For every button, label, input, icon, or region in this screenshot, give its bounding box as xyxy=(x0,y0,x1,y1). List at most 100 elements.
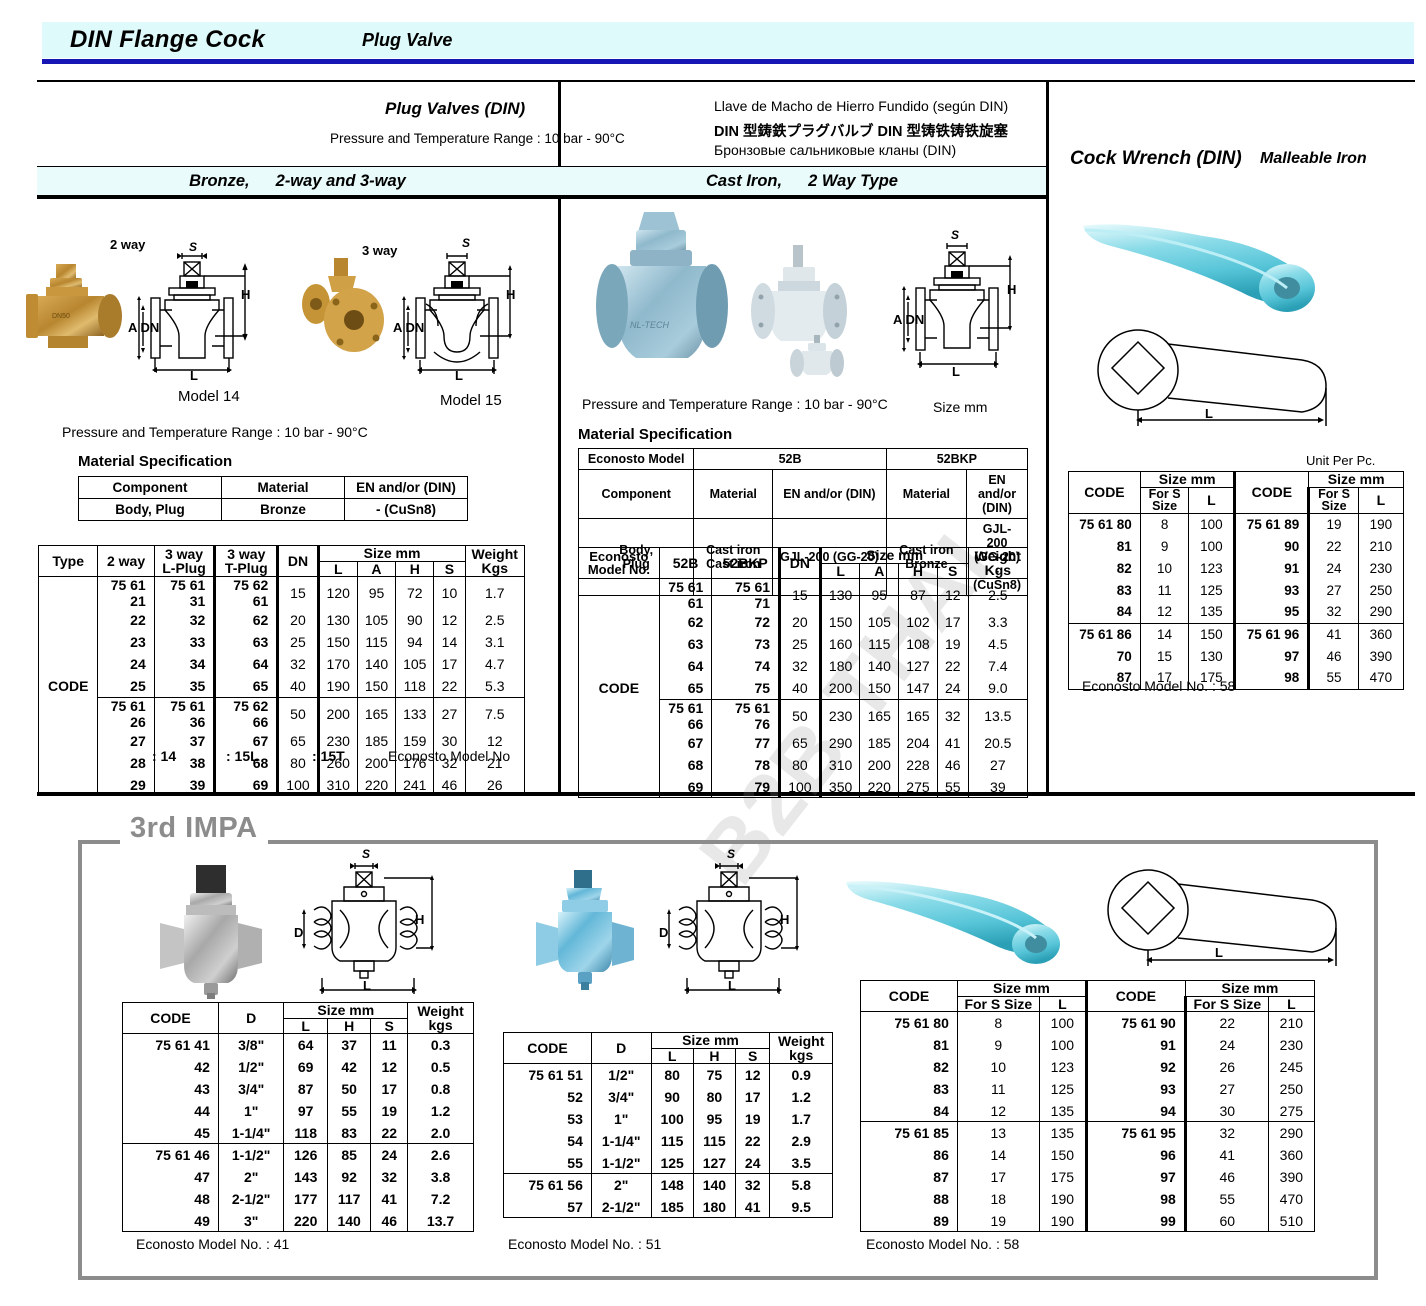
h-size-mm: Size mm xyxy=(818,547,969,564)
h-type: Type xyxy=(37,544,99,578)
cell-code: 75 61 56 xyxy=(503,1173,592,1196)
cell-W: 0.3 xyxy=(407,1033,474,1056)
cell-for-s: 32 xyxy=(1307,601,1359,624)
cell-H: 127 xyxy=(692,1151,737,1175)
impa-dim-l-1: L xyxy=(363,978,371,993)
cell-code: 97 xyxy=(1084,1165,1186,1188)
cell-dn: 100 xyxy=(778,775,821,799)
cock-wrench-photo xyxy=(1075,200,1375,320)
table-row: 28 38 68 80 260 200 176 32 21 xyxy=(39,751,526,774)
table-header-row: L A H S xyxy=(579,562,1028,580)
cell-S: 11 xyxy=(370,1033,409,1056)
h-weight: Weight Kgs xyxy=(967,546,1029,580)
table-row: 75 61 86 14 150 75 61 96 41 360 xyxy=(1068,622,1405,646)
cell-for-s: 14 xyxy=(956,1143,1040,1166)
right-heading: Cock Wrench (DIN) xyxy=(1070,148,1242,169)
left-pressure-line-2: Pressure and Temperature Range : 10 bar … xyxy=(62,424,368,440)
cell-D: 3" xyxy=(217,1209,285,1233)
cell-code: 75 61 89 xyxy=(1233,512,1310,536)
cell-code: 93 xyxy=(1084,1077,1186,1100)
cell-S: 17 xyxy=(433,653,466,676)
cell-S: 12 xyxy=(370,1055,409,1078)
cell-3wayT: 75 62 61 xyxy=(213,576,279,610)
cell-H: 133 xyxy=(395,696,435,730)
cell-S: 12 xyxy=(735,1063,771,1086)
h-code: CODE xyxy=(503,1031,592,1065)
cell-W: 4.7 xyxy=(464,653,526,676)
cell-W: 1.2 xyxy=(407,1099,474,1122)
h-code-left: CODE xyxy=(860,979,958,1013)
cell-for-s: 19 xyxy=(956,1209,1040,1233)
cell-L: 90 xyxy=(650,1085,694,1108)
cell-S: 46 xyxy=(936,753,969,776)
cell-for-s: 9 xyxy=(1139,535,1190,558)
cell-for-s: 15 xyxy=(1139,645,1190,668)
cell-code: 91 xyxy=(1084,1033,1186,1056)
bronze-3way-drawing xyxy=(390,248,530,383)
cell-dn: 40 xyxy=(276,675,319,698)
bronze-band: Bronze, 2-way and 3-way xyxy=(37,166,558,199)
left-material-spec-label: Material Specification xyxy=(78,453,233,470)
table-row: 22 32 62 20 130 105 90 12 2.5 xyxy=(39,609,526,632)
cell-dn: 80 xyxy=(778,753,821,776)
cell-code: 95 xyxy=(1233,601,1310,624)
cell-for-s: 55 xyxy=(1183,1187,1269,1210)
table-row: 75 61 85 13 135 75 61 95 32 290 xyxy=(860,1121,1316,1144)
cell-L: 250 xyxy=(1357,579,1405,602)
cell-L: 100 xyxy=(1038,1011,1087,1034)
cell-S: 41 xyxy=(735,1195,771,1219)
h-dn: DN xyxy=(778,546,821,580)
table-row: 49 3" 220 140 46 13.7 xyxy=(122,1209,474,1233)
cell-L: 100 xyxy=(650,1107,694,1130)
cell-for-s: 8 xyxy=(1139,512,1190,536)
cell-3wayL: 32 xyxy=(153,609,216,632)
impa-dim-h-1: H xyxy=(415,912,425,927)
model-no-15T: : 15T xyxy=(312,748,345,764)
h-A: A xyxy=(859,562,900,580)
dim-s-left-3way: S xyxy=(462,236,471,250)
table-row: 54 1-1/4" 115 115 22 2.9 xyxy=(503,1129,833,1152)
cell-code: 44 xyxy=(122,1099,219,1122)
cell-W: 2.6 xyxy=(407,1143,474,1166)
cell-code: 75 61 96 xyxy=(1233,622,1310,646)
cast-iron-valve-photo-medium xyxy=(745,245,855,365)
cell-L: 100 xyxy=(1038,1033,1087,1056)
cell-code: 49 xyxy=(122,1209,219,1233)
cell-S: 46 xyxy=(433,773,466,797)
cell-3wayT: 65 xyxy=(213,675,279,698)
table-row: 75 61 41 3/8" 64 37 11 0.3 xyxy=(122,1033,474,1056)
table-row: 52 3/4" 90 80 17 1.2 xyxy=(503,1085,833,1108)
h-weight: Weight Kgs xyxy=(464,544,526,578)
cell-for-s: 30 xyxy=(1183,1099,1269,1123)
intl-line-2: DIN 型鋳鉄プラグバルブ DIN 型铸铁铸铁旋塞 xyxy=(714,124,1009,140)
cell-3wayL: 75 61 31 xyxy=(153,576,216,610)
cell-L: 220 xyxy=(283,1209,328,1233)
table-row: 84 12 135 95 32 290 xyxy=(1068,601,1405,624)
cell-L: 250 xyxy=(1267,1077,1316,1100)
cell-A: 165 xyxy=(859,698,900,732)
cell-H: 140 xyxy=(326,1209,372,1233)
table-row: 75 61 46 1-1/2" 126 85 24 2.6 xyxy=(122,1143,474,1166)
cell-S: 22 xyxy=(433,675,466,698)
cell-W: 3.1 xyxy=(464,631,526,654)
bronze-band-label1: Bronze, xyxy=(189,171,250,190)
cell-2way: 27 xyxy=(97,729,155,752)
cell-A: 185 xyxy=(859,731,900,754)
cell-3wayT: 75 62 66 xyxy=(213,696,279,730)
cell-A: 115 xyxy=(356,631,397,654)
cell-L: 200 xyxy=(818,677,861,700)
cell-52bkp: 74 xyxy=(711,655,781,678)
table-header-row: L H S xyxy=(504,1047,833,1065)
cell-L: 135 xyxy=(1038,1099,1087,1123)
cell-code: 88 xyxy=(860,1187,958,1210)
h-for-s-size-left: For S Size xyxy=(1139,486,1190,514)
h-S: S xyxy=(433,560,466,578)
cell-code: 53 xyxy=(503,1107,592,1130)
table-row: 75 61 26 75 61 36 75 62 66 50 200 165 13… xyxy=(39,696,526,730)
cell-D: 2" xyxy=(590,1173,652,1196)
table-header-row: For S Size L For S Size L xyxy=(1069,486,1405,514)
mat-h-material-2: Material xyxy=(885,469,968,519)
cell-H: 75 xyxy=(692,1063,737,1086)
mat-h-en-1: EN and/or (DIN) xyxy=(772,469,887,519)
cell-W: 21 xyxy=(464,751,526,774)
